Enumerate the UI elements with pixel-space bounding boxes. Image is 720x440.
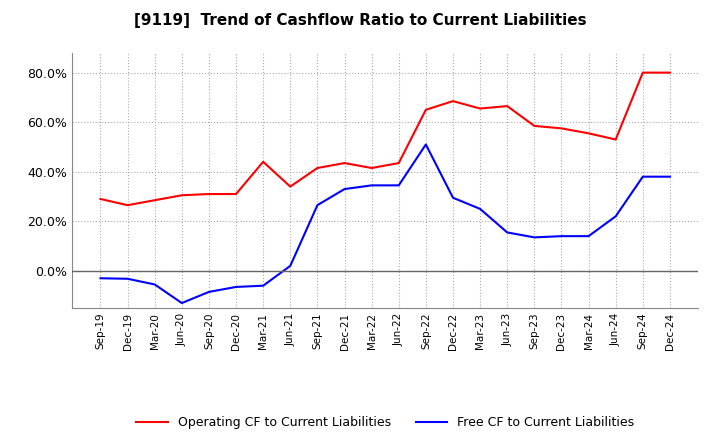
Free CF to Current Liabilities xyxy=(232,284,240,290)
Free CF to Current Liabilities xyxy=(286,263,294,268)
Free CF to Current Liabilities xyxy=(178,301,186,306)
Free CF to Current Liabilities xyxy=(476,206,485,212)
Free CF to Current Liabilities xyxy=(96,275,105,281)
Free CF to Current Liabilities xyxy=(395,183,403,188)
Operating CF to Current Liabilities xyxy=(421,107,430,113)
Free CF to Current Liabilities xyxy=(557,234,566,239)
Legend: Operating CF to Current Liabilities, Free CF to Current Liabilities: Operating CF to Current Liabilities, Fre… xyxy=(131,411,639,434)
Free CF to Current Liabilities xyxy=(313,202,322,208)
Free CF to Current Liabilities xyxy=(204,289,213,294)
Operating CF to Current Liabilities xyxy=(96,196,105,202)
Free CF to Current Liabilities xyxy=(421,142,430,147)
Operating CF to Current Liabilities xyxy=(204,191,213,197)
Operating CF to Current Liabilities xyxy=(503,103,511,109)
Operating CF to Current Liabilities xyxy=(476,106,485,111)
Free CF to Current Liabilities xyxy=(449,195,457,200)
Free CF to Current Liabilities xyxy=(503,230,511,235)
Operating CF to Current Liabilities xyxy=(395,161,403,166)
Text: [9119]  Trend of Cashflow Ratio to Current Liabilities: [9119] Trend of Cashflow Ratio to Curren… xyxy=(134,13,586,28)
Operating CF to Current Liabilities xyxy=(150,198,159,203)
Operating CF to Current Liabilities xyxy=(367,165,376,171)
Free CF to Current Liabilities xyxy=(259,283,268,288)
Operating CF to Current Liabilities xyxy=(639,70,647,75)
Operating CF to Current Liabilities xyxy=(313,165,322,171)
Free CF to Current Liabilities xyxy=(123,276,132,282)
Free CF to Current Liabilities xyxy=(611,214,620,219)
Free CF to Current Liabilities xyxy=(665,174,674,180)
Operating CF to Current Liabilities xyxy=(178,193,186,198)
Operating CF to Current Liabilities xyxy=(341,161,349,166)
Operating CF to Current Liabilities xyxy=(232,191,240,197)
Operating CF to Current Liabilities xyxy=(665,70,674,75)
Free CF to Current Liabilities xyxy=(639,174,647,180)
Operating CF to Current Liabilities xyxy=(286,184,294,189)
Operating CF to Current Liabilities xyxy=(259,159,268,165)
Line: Operating CF to Current Liabilities: Operating CF to Current Liabilities xyxy=(101,73,670,205)
Operating CF to Current Liabilities xyxy=(557,126,566,131)
Operating CF to Current Liabilities xyxy=(611,137,620,142)
Free CF to Current Liabilities xyxy=(150,282,159,287)
Free CF to Current Liabilities xyxy=(367,183,376,188)
Free CF to Current Liabilities xyxy=(584,234,593,239)
Line: Free CF to Current Liabilities: Free CF to Current Liabilities xyxy=(101,144,670,303)
Operating CF to Current Liabilities xyxy=(530,123,539,128)
Operating CF to Current Liabilities xyxy=(123,202,132,208)
Free CF to Current Liabilities xyxy=(341,187,349,192)
Operating CF to Current Liabilities xyxy=(584,131,593,136)
Free CF to Current Liabilities xyxy=(530,235,539,240)
Operating CF to Current Liabilities xyxy=(449,99,457,104)
